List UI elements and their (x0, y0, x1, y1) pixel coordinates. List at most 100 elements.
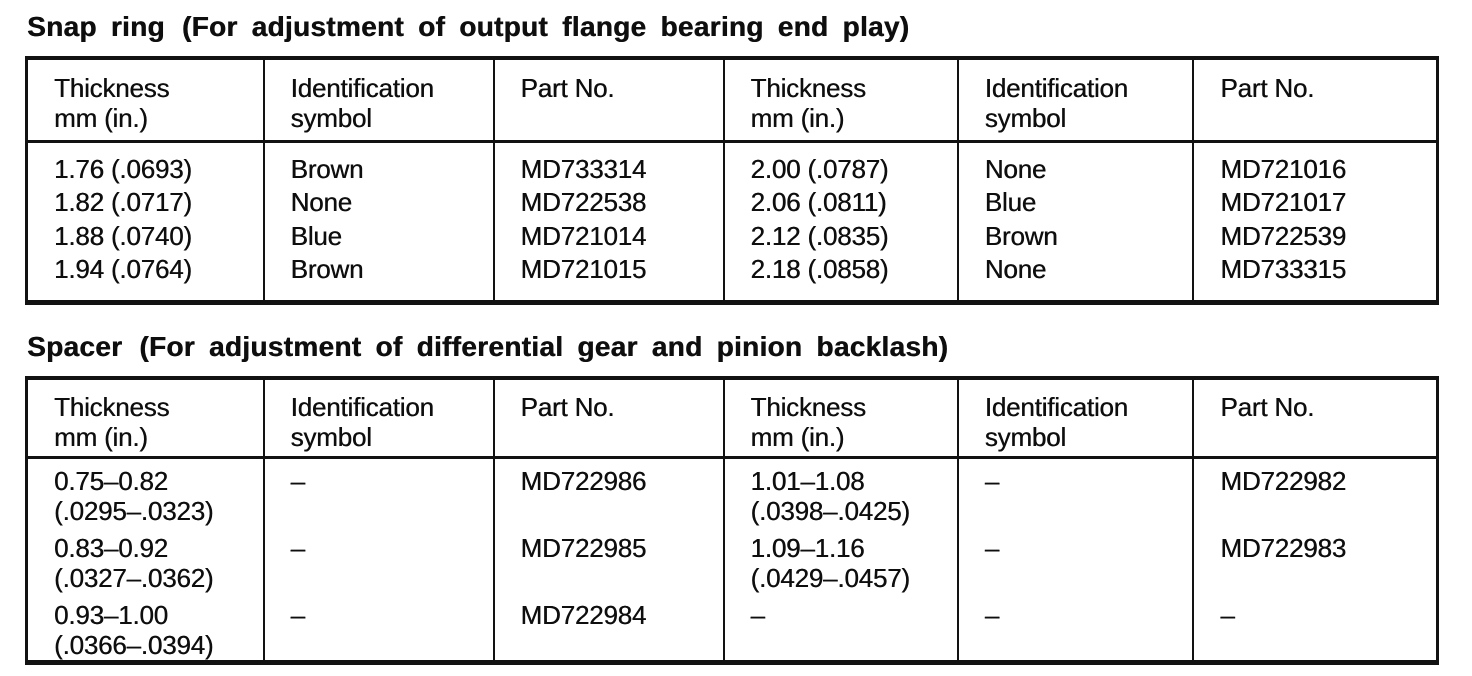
identification-cell-left: – (262, 593, 494, 663)
thickness-cell-left: 0.83–0.92 (.0327–.0362) (27, 526, 264, 593)
header-line: Thickness (750, 73, 866, 103)
thickness-cell-left: 0.75–0.82 (.0295–.0323) (27, 458, 264, 526)
thickness-value: – (750, 600, 765, 630)
header-line: Part No. (1220, 73, 1315, 103)
part-no-value: MD722539 (1220, 220, 1346, 251)
identification-value: None (984, 153, 1047, 184)
thickness-inches: (.0398–.0425) (750, 496, 911, 526)
header-line: mm (in.) (54, 421, 148, 452)
thickness-value: 1.88 (.0740) (54, 220, 192, 251)
column-header-thickness-right: Thickness mm (in.) (722, 58, 958, 143)
identification-cell-left: – (262, 526, 494, 593)
column-header-identification-right: Identification symbol (956, 58, 1194, 143)
column-header-thickness-left: Thickness mm (in.) (26, 58, 264, 143)
thickness-cell-left: 0.93–1.00 (.0366–.0394) (27, 593, 264, 663)
spacer-title: Spacer (27, 330, 123, 362)
snap-ring-body: 1.76 (.0693) 1.82 (.0717) 1.88 (.0740) 1… (27, 141, 1438, 302)
spacer-row: 0.75–0.82 (.0295–.0323) – MD722986 1.01–… (27, 457, 1438, 526)
snap-ring-title-note: (For adjustment of output flange bearing… (181, 11, 910, 42)
header-line: Thickness (54, 391, 170, 422)
thickness-inches: (.0429–.0457) (750, 563, 911, 593)
thickness-value: 1.09–1.16 (750, 533, 865, 563)
thickness-value: 1.76 (.0693) (54, 153, 192, 184)
identification-value: Brown (290, 254, 364, 284)
identification-cell-right: – (956, 593, 1194, 663)
identification-value: Brown (984, 220, 1058, 251)
part-no-value: MD722982 (1220, 466, 1346, 496)
identification-value: – (984, 466, 999, 496)
part-no-value: MD722984 (520, 600, 647, 630)
identification-value: – (984, 533, 999, 563)
spacer-header-row: Thickness mm (in.) Identification symbol… (26, 377, 1438, 459)
thickness-inches: (.0295–.0323) (54, 496, 214, 526)
part-no-value: – (1220, 600, 1235, 630)
part-no-value: MD721017 (1220, 187, 1346, 217)
header-line: mm (in.) (54, 103, 148, 133)
column-header-part-no-right: Part No. (1192, 58, 1438, 143)
part-no-cell-left: MD733314 MD722538 MD721014 MD721015 (492, 141, 724, 302)
column-header-thickness-right: Thickness mm (in.) (722, 377, 958, 459)
thickness-inches: (.0327–.0362) (54, 563, 214, 593)
thickness-cell-right: – (722, 593, 958, 663)
spacer-table: Thickness mm (in.) Identification symbol… (25, 375, 1439, 665)
part-no-value: MD733314 (520, 153, 647, 184)
identification-value: Blue (984, 187, 1036, 217)
header-line: mm (in.) (750, 103, 845, 133)
thickness-value: 0.83–0.92 (54, 533, 168, 563)
column-header-part-no-left: Part No. (492, 58, 724, 143)
part-no-cell-right: MD721016 MD721017 MD722539 MD733315 (1192, 141, 1438, 302)
part-no-value: MD722986 (520, 466, 647, 496)
part-no-cell-left: MD722986 (492, 457, 724, 526)
thickness-value: 1.01–1.08 (750, 466, 865, 496)
column-header-part-no-left: Part No. (492, 377, 724, 459)
identification-value: – (290, 466, 305, 496)
header-line: Part No. (520, 73, 615, 103)
header-line: symbol (984, 421, 1066, 452)
identification-value: Blue (290, 220, 342, 251)
thickness-value: 2.06 (.0811) (750, 187, 887, 217)
identification-value: Brown (290, 153, 364, 184)
snap-ring-title: Snap ring (27, 11, 165, 42)
header-line: Identification (290, 391, 434, 422)
part-no-value: MD733315 (1220, 254, 1346, 284)
header-line: symbol (984, 103, 1066, 133)
identification-value: – (290, 533, 305, 563)
identification-cell-right: – (956, 457, 1194, 526)
thickness-value: 2.18 (.0858) (750, 254, 889, 284)
spacer-title-note: (For adjustment of differential gear and… (139, 330, 949, 362)
column-header-identification-left: Identification symbol (262, 58, 494, 143)
part-no-cell-left: MD722985 (492, 526, 724, 593)
snap-ring-table: Thickness mm (in.) Identification symbol… (25, 56, 1439, 305)
thickness-value: 0.75–0.82 (54, 466, 168, 496)
identification-value: None (984, 254, 1047, 284)
thickness-value: 0.93–1.00 (54, 600, 168, 630)
identification-cell-left: Brown None Blue Brown (262, 141, 494, 302)
header-line: Part No. (1220, 391, 1315, 422)
part-no-cell-left: MD722984 (492, 593, 724, 663)
identification-cell-left: – (262, 457, 494, 526)
header-line: symbol (290, 421, 372, 452)
part-no-cell-right: – (1192, 593, 1438, 663)
column-header-identification-left: Identification symbol (262, 377, 494, 459)
identification-cell-right: – (956, 526, 1194, 593)
thickness-cell-right: 1.09–1.16 (.0429–.0457) (722, 526, 958, 593)
header-line: mm (in.) (750, 421, 845, 452)
thickness-inches: (.0366–.0394) (54, 630, 214, 660)
thickness-cell-right: 1.01–1.08 (.0398–.0425) (722, 457, 958, 526)
header-line: Identification (984, 73, 1128, 103)
header-line: Thickness (750, 391, 866, 422)
column-header-identification-right: Identification symbol (956, 377, 1194, 459)
snap-ring-section-title: Snap ring (For adjustment of output flang… (27, 10, 1439, 44)
identification-value: – (290, 600, 305, 630)
part-no-value: MD721016 (1220, 153, 1346, 184)
part-no-cell-right: MD722983 (1192, 526, 1438, 593)
part-no-value: MD722985 (520, 533, 647, 563)
header-line: Identification (984, 391, 1128, 422)
spacer-row: 0.83–0.92 (.0327–.0362) – MD722985 1.09–… (27, 526, 1438, 593)
thickness-value: 1.82 (.0717) (54, 187, 192, 217)
snap-ring-header-row: Thickness mm (in.) Identification symbol… (26, 58, 1438, 143)
thickness-value: 2.00 (.0787) (750, 153, 889, 184)
spacer-section-title: Spacer (For adjustment of differential ge… (27, 330, 1439, 364)
header-line: symbol (290, 103, 372, 133)
